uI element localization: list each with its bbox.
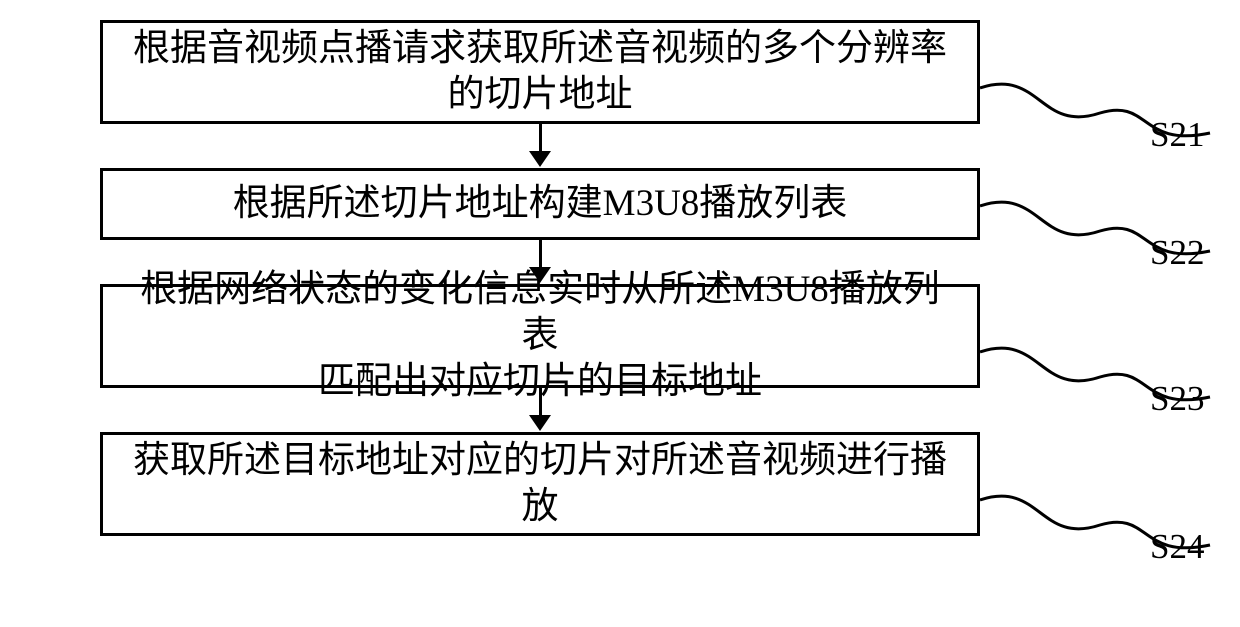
flowchart: 根据音视频点播请求获取所述音视频的多个分辨率 的切片地址 S21 根据所述切片地… xyxy=(100,20,1140,536)
flow-box-1-text: 根据音视频点播请求获取所述音视频的多个分辨率 的切片地址 xyxy=(133,26,947,119)
step-label-4: S24 xyxy=(1150,527,1240,567)
flow-box-3: 根据网络状态的变化信息实时从所述M3U8播放列表 匹配出对应切片的目标地址 xyxy=(100,284,980,388)
arrow-1-2 xyxy=(100,124,980,168)
flow-box-3-text: 根据网络状态的变化信息实时从所述M3U8播放列表 匹配出对应切片的目标地址 xyxy=(123,267,957,406)
step-label-3: S23 xyxy=(1150,379,1240,419)
flow-step-4: 获取所述目标地址对应的切片对所述音视频进行播 放 S24 xyxy=(100,432,1140,536)
flow-step-1: 根据音视频点播请求获取所述音视频的多个分辨率 的切片地址 S21 xyxy=(100,20,1140,124)
flow-step-3: 根据网络状态的变化信息实时从所述M3U8播放列表 匹配出对应切片的目标地址 S2… xyxy=(100,284,1140,388)
flow-box-1: 根据音视频点播请求获取所述音视频的多个分辨率 的切片地址 xyxy=(100,20,980,124)
flow-box-4-text: 获取所述目标地址对应的切片对所述音视频进行播 放 xyxy=(133,438,947,531)
flow-box-4: 获取所述目标地址对应的切片对所述音视频进行播 放 xyxy=(100,432,980,536)
arrow-line xyxy=(539,124,542,154)
arrow-line xyxy=(539,388,542,418)
step-label-1: S21 xyxy=(1150,115,1240,155)
flow-box-2: 根据所述切片地址构建M3U8播放列表 xyxy=(100,168,980,240)
step-label-2: S22 xyxy=(1150,233,1240,273)
flow-step-2: 根据所述切片地址构建M3U8播放列表 S22 xyxy=(100,168,1140,240)
flow-box-2-text: 根据所述切片地址构建M3U8播放列表 xyxy=(233,181,848,227)
arrow-line xyxy=(539,240,542,270)
